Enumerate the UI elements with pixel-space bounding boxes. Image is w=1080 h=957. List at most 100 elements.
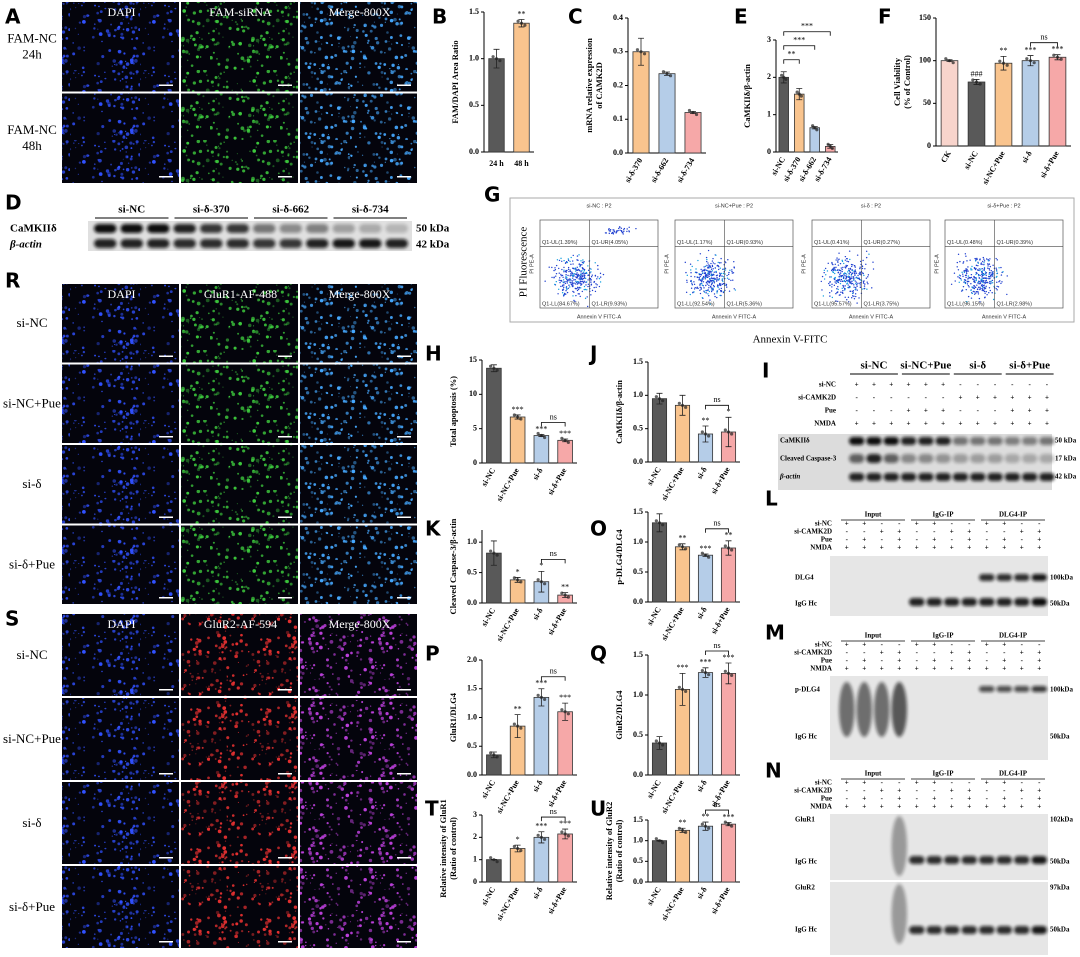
event xyxy=(966,270,968,272)
event xyxy=(981,272,983,274)
sign: + xyxy=(1045,420,1049,428)
data-point xyxy=(661,743,665,747)
event xyxy=(585,284,587,286)
event xyxy=(544,280,546,282)
event xyxy=(594,275,597,277)
sign: - xyxy=(951,536,954,544)
event xyxy=(979,274,981,277)
event xyxy=(690,287,693,289)
sign: + xyxy=(1020,528,1024,536)
event xyxy=(715,270,717,273)
event xyxy=(707,293,709,295)
sign: + xyxy=(941,381,945,389)
event xyxy=(835,259,837,261)
event xyxy=(566,278,568,280)
event xyxy=(566,288,568,290)
scale-bar xyxy=(159,84,173,86)
event xyxy=(960,290,963,292)
event xyxy=(563,286,565,289)
data-point xyxy=(998,59,1002,63)
sign: + xyxy=(915,803,919,811)
scale-bar xyxy=(397,436,411,438)
significance: ** xyxy=(788,50,796,59)
significance: *** xyxy=(700,544,712,553)
condition-label: NMDA xyxy=(810,665,832,673)
event xyxy=(705,256,708,259)
event xyxy=(712,257,714,260)
event xyxy=(979,281,981,283)
plot-title: si-δ : P2 xyxy=(861,203,881,209)
event xyxy=(599,276,602,278)
event xyxy=(701,278,703,280)
event xyxy=(590,283,593,286)
event xyxy=(834,277,836,279)
bar xyxy=(720,673,737,776)
data-point xyxy=(489,751,493,755)
row-label: 24h xyxy=(22,47,42,62)
event xyxy=(839,282,842,285)
group-label: si-δ+Pue xyxy=(1009,360,1050,372)
event xyxy=(989,289,991,292)
event xyxy=(565,275,567,278)
event xyxy=(582,282,585,284)
event xyxy=(979,301,981,303)
event xyxy=(979,258,981,260)
micrograph-signal xyxy=(181,525,298,604)
size-label: 97kDa xyxy=(1050,884,1070,892)
sign: - xyxy=(916,528,919,536)
data-point xyxy=(536,693,540,697)
event xyxy=(709,281,711,283)
event xyxy=(713,282,716,284)
event xyxy=(841,274,844,277)
sign: + xyxy=(1020,649,1024,657)
scale-bar xyxy=(159,941,173,943)
data-point xyxy=(560,591,564,595)
event xyxy=(833,267,836,269)
event xyxy=(563,271,565,273)
micrograph-signal xyxy=(181,284,298,363)
x-tick-label: si-δ xyxy=(695,778,709,793)
scale-bar xyxy=(159,773,173,775)
event xyxy=(997,286,1000,288)
event xyxy=(987,281,989,284)
event xyxy=(859,271,861,273)
data-point xyxy=(519,580,523,584)
event xyxy=(871,287,873,289)
event xyxy=(851,276,853,278)
x-tick-label: si-δ+Pue xyxy=(709,605,732,636)
data-point xyxy=(494,57,499,61)
event xyxy=(845,264,847,267)
blot-band xyxy=(1004,437,1020,445)
event xyxy=(700,282,703,285)
event xyxy=(996,289,998,291)
column-header: DAPI xyxy=(107,617,135,631)
data-point xyxy=(539,835,543,839)
event xyxy=(709,265,711,267)
micrograph-signal xyxy=(181,698,298,780)
event xyxy=(574,270,577,272)
event xyxy=(984,296,986,298)
data-point xyxy=(519,726,523,730)
event xyxy=(623,228,625,231)
event xyxy=(973,275,975,278)
event xyxy=(982,289,985,292)
sign: + xyxy=(950,649,954,657)
event xyxy=(590,294,592,296)
y-tick-label: 1 xyxy=(473,854,477,863)
event xyxy=(569,278,571,280)
inner-y-label: PI PE-A xyxy=(529,254,535,274)
event xyxy=(699,284,701,286)
event xyxy=(837,288,839,291)
event xyxy=(953,272,956,274)
y-axis-label: PI Fluorescence xyxy=(518,227,530,298)
data-point xyxy=(495,860,499,864)
event xyxy=(835,292,837,295)
event xyxy=(836,257,838,259)
data-point xyxy=(489,856,493,860)
scale-bar xyxy=(278,941,292,943)
event xyxy=(686,281,688,283)
event xyxy=(717,286,719,289)
significance: ### xyxy=(971,69,983,78)
size-label: 50kDa xyxy=(1050,600,1070,608)
band-label: Cleaved Caspase-3 xyxy=(780,455,837,463)
